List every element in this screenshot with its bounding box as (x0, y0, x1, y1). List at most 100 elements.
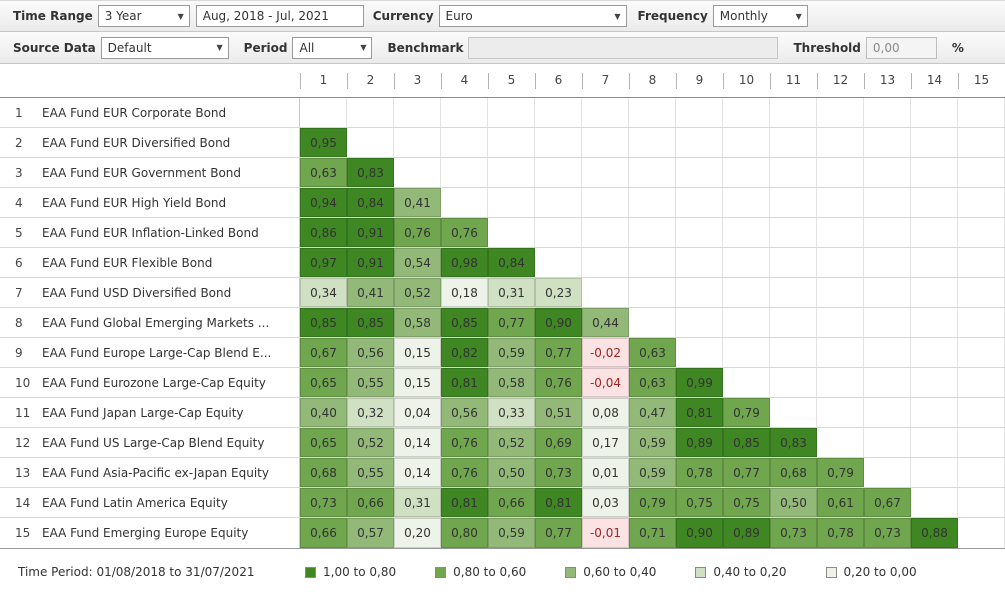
matrix-cell (958, 518, 1005, 548)
matrix-cell (629, 278, 676, 307)
frequency-value: Monthly (719, 9, 768, 23)
threshold-unit: % (951, 40, 964, 55)
matrix-cell (817, 398, 864, 427)
row-number: 14 (15, 495, 31, 510)
row-number: 12 (15, 435, 31, 450)
matrix-cell: 0,47 (629, 398, 676, 427)
matrix-cell (864, 398, 911, 427)
matrix-cell: 0,41 (347, 278, 394, 307)
matrix-cell: 0,78 (817, 518, 864, 548)
legend-label: 1,00 to 0,80 (323, 565, 397, 579)
fund-name: EAA Fund Europe Large-Cap Blend E... (42, 338, 300, 367)
matrix-cell (958, 458, 1005, 487)
matrix-cell (911, 98, 958, 127)
period-select[interactable]: All ▼ (292, 36, 373, 59)
matrix-cell (958, 368, 1005, 397)
matrix-cell (535, 158, 582, 187)
matrix-cell: 0,31 (488, 278, 535, 307)
matrix-cell: 0,89 (723, 518, 770, 548)
row-number: 1 (15, 105, 23, 120)
row-number: 11 (15, 405, 31, 420)
matrix-column-header: 3 (394, 64, 441, 97)
matrix-cell (770, 188, 817, 217)
matrix-cell: 0,88 (911, 518, 958, 548)
matrix-cell (770, 338, 817, 367)
matrix-cell (958, 248, 1005, 277)
matrix-cell: 0,66 (488, 488, 535, 517)
period-value: All (299, 40, 315, 55)
matrix-cell: 0,77 (535, 338, 582, 367)
matrix-cell: 0,40 (300, 398, 347, 427)
legend-item: 1,00 to 0,80 (305, 565, 396, 579)
matrix-cell: 0,78 (676, 458, 723, 487)
row-number: 6 (15, 255, 23, 270)
matrix-cell: 0,34 (300, 278, 347, 307)
matrix-header: 1 2 3 4 5 6 7 8 9 10 11 12 13 14 15 (0, 64, 1005, 98)
matrix-cell: 0,59 (488, 338, 535, 367)
matrix-cell (817, 308, 864, 337)
matrix-cell: 0,99 (676, 368, 723, 397)
matrix-cell: 0,44 (582, 308, 629, 337)
matrix-cell: 0,98 (441, 248, 488, 277)
legend-item: 0,80 to 0,60 (435, 565, 526, 579)
fund-name: EAA Fund EUR Government Bond (42, 158, 300, 187)
matrix-column-header: 6 (535, 64, 582, 97)
matrix-cell (394, 98, 441, 127)
matrix-cell (629, 98, 676, 127)
source-data-select[interactable]: Default ▼ (100, 36, 229, 59)
matrix-cell (770, 248, 817, 277)
fund-name: EAA Fund EUR Flexible Bond (42, 248, 300, 277)
matrix-cell (864, 458, 911, 487)
chevron-down-icon: ▼ (795, 11, 802, 21)
matrix-row: 15 EAA Fund Emerging Europe Equity 0,66 0,5… (0, 518, 1005, 548)
matrix-row: 14 EAA Fund Latin America Equity 0,73 0,66 0… (0, 488, 1005, 518)
matrix-cell (535, 98, 582, 127)
matrix-cell: 0,73 (535, 458, 582, 487)
threshold-input[interactable] (865, 36, 937, 59)
matrix-cell (817, 338, 864, 367)
matrix-cell (817, 218, 864, 247)
matrix-cell (676, 218, 723, 247)
matrix-cell (864, 128, 911, 157)
matrix-cell: 0,81 (535, 488, 582, 517)
matrix-cell: 0,84 (488, 248, 535, 277)
matrix-cell: 0,63 (629, 368, 676, 397)
matrix-cell (770, 98, 817, 127)
matrix-row: 8 EAA Fund Global Emerging Markets ... 0,8… (0, 308, 1005, 338)
benchmark-input[interactable] (468, 36, 779, 59)
matrix-cell (676, 98, 723, 127)
matrix-cell (535, 218, 582, 247)
legend: Time Period: 01/08/2018 to 31/07/2021 1,… (0, 549, 1005, 579)
fund-name: EAA Fund EUR High Yield Bond (42, 188, 300, 217)
matrix-cell: 0,23 (535, 278, 582, 307)
matrix-cell: 0,73 (864, 518, 911, 548)
matrix-cell (817, 128, 864, 157)
matrix-cell: 0,65 (300, 428, 347, 457)
matrix-row: 5 EAA Fund EUR Inflation-Linked Bond 0,86 0… (0, 218, 1005, 248)
fund-name: EAA Fund Emerging Europe Equity (42, 518, 300, 548)
matrix-cell: 0,95 (300, 128, 347, 157)
matrix-cell (817, 188, 864, 217)
matrix-row: 13 EAA Fund Asia-Pacific ex-Japan Equity 0… (0, 458, 1005, 488)
matrix-cell (911, 158, 958, 187)
frequency-select[interactable]: Monthly ▼ (712, 5, 808, 27)
matrix-cell: 0,76 (441, 218, 488, 247)
matrix-cell: 0,76 (441, 458, 488, 487)
matrix-cell (723, 278, 770, 307)
matrix-cell (676, 188, 723, 217)
matrix-cell: 0,33 (488, 398, 535, 427)
matrix-cell (723, 368, 770, 397)
matrix-cell (488, 188, 535, 217)
matrix-cell (958, 488, 1005, 517)
currency-select[interactable]: Euro ▼ (438, 5, 627, 27)
matrix-cell: -0,01 (582, 518, 629, 548)
matrix-cell (770, 278, 817, 307)
date-range-input[interactable] (195, 5, 364, 27)
matrix-cell: 0,69 (535, 428, 582, 457)
matrix-cell (535, 188, 582, 217)
matrix-cell (347, 128, 394, 157)
matrix-cell (864, 278, 911, 307)
matrix-cell (958, 218, 1005, 247)
time-range-select[interactable]: 3 Year ▼ (97, 5, 190, 27)
matrix-cell (676, 158, 723, 187)
